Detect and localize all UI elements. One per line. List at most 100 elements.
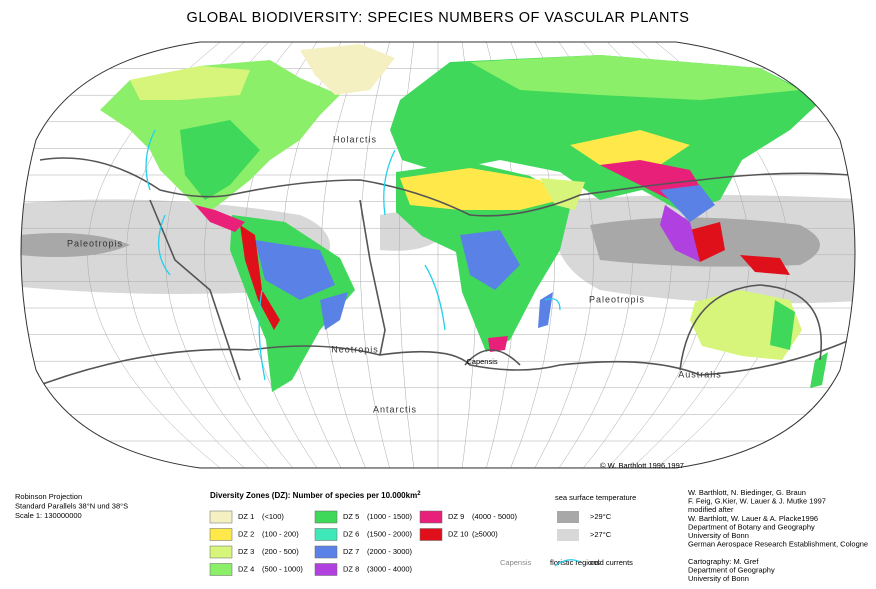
credit-line: Cartography: M. Gref xyxy=(688,557,759,566)
cold-currents xyxy=(145,129,561,381)
current-arrow xyxy=(544,298,561,311)
borneo xyxy=(690,222,725,262)
zone-swatch xyxy=(314,563,338,576)
current-arrow xyxy=(157,214,171,276)
zone-label: DZ 3 xyxy=(238,547,254,556)
central-america xyxy=(195,205,245,232)
zone-swatch xyxy=(209,510,233,524)
legend-title: Diversity Zones (DZ): Number of species … xyxy=(210,491,421,501)
credit-line: Department of Geography xyxy=(688,565,775,574)
boundary-line xyxy=(679,284,822,371)
current-arrow xyxy=(424,264,446,331)
region-label: Holarctis xyxy=(333,134,377,144)
copyright: © W. Barthlott 1996,1997 xyxy=(600,461,684,470)
greenland xyxy=(300,44,395,95)
zone-label: DZ 6 xyxy=(343,529,359,538)
credit-line: F. Feig, G.Kier, W. Lauer & J. Mutke 199… xyxy=(688,497,826,506)
boundary-line xyxy=(149,199,241,381)
zone-range: (2000 - 3000) xyxy=(367,547,413,556)
current-legend-icon xyxy=(554,559,581,567)
current-arrow xyxy=(145,129,156,191)
cape xyxy=(488,336,508,352)
zone-range: (≥5000) xyxy=(472,529,498,538)
sst-swatch xyxy=(557,511,579,523)
zone-swatch xyxy=(209,545,233,559)
indochina xyxy=(660,185,715,222)
credit-line: Department of Botany and Geography xyxy=(688,522,815,531)
zone-label: DZ 7 xyxy=(343,547,359,556)
region-label: Neotropis xyxy=(331,344,379,354)
map-title: GLOBAL BIODIVERSITY: SPECIES NUMBERS OF … xyxy=(187,10,690,26)
current-arrow xyxy=(258,289,266,381)
arabia xyxy=(540,178,585,210)
zone-range: (4000 - 5000) xyxy=(472,512,518,521)
map-body xyxy=(21,42,855,468)
region-labels: Holarctis Paleotropis Neotropis Capensis Pal… xyxy=(67,134,722,414)
new-zealand xyxy=(810,352,828,388)
zone-label: DZ 8 xyxy=(343,564,359,573)
region-label: Australis xyxy=(678,369,722,379)
current-arrow xyxy=(383,149,396,216)
boundary-line xyxy=(359,199,386,356)
arctic-north-america xyxy=(130,66,250,100)
boundary-line xyxy=(464,349,521,366)
projection-line: Scale 1: 130000000 xyxy=(15,511,82,520)
new-guinea xyxy=(740,255,790,275)
sst-label: >29°C xyxy=(590,512,612,521)
boundary-line xyxy=(39,339,851,386)
sahara xyxy=(400,168,560,210)
zone-swatch xyxy=(314,545,338,559)
region-label: Paleotropis xyxy=(589,294,645,304)
region-label: Paleotropis xyxy=(67,238,123,248)
legend: Diversity Zones (DZ): Number of species … xyxy=(209,491,636,576)
credit-line: German Aerospace Research Establishment,… xyxy=(688,540,868,549)
credit-line: University of Bonn xyxy=(688,531,749,540)
zone-label: DZ 9 xyxy=(448,512,464,521)
boundary-line xyxy=(39,157,851,217)
region-label: Capensis xyxy=(466,357,498,366)
projection-line: Robinson Projection xyxy=(15,492,82,501)
zone-swatch xyxy=(209,528,233,541)
zone-range: (<100) xyxy=(262,512,284,521)
zone-label: DZ 4 xyxy=(238,564,254,573)
central-asia-desert xyxy=(570,130,690,165)
legend-title-text: Diversity Zones (DZ): Number of species … xyxy=(210,491,417,500)
sst-label: >27°C xyxy=(590,530,612,539)
zone-label: DZ 10 xyxy=(448,529,468,538)
zone-swatch xyxy=(314,528,338,541)
amazonia xyxy=(255,240,335,300)
floristic-example: Capensis xyxy=(500,558,532,567)
zone-range: (1500 - 2000) xyxy=(367,529,413,538)
legend-title-sup: 2 xyxy=(417,491,421,497)
floristic-boundaries xyxy=(39,157,851,386)
zone-label: DZ 5 xyxy=(343,512,359,521)
region-label: Antarctis xyxy=(373,404,417,414)
madagascar xyxy=(538,292,553,328)
sst-band xyxy=(21,232,130,258)
zone-swatch xyxy=(419,510,443,524)
sst-title: sea surface temperature xyxy=(555,493,636,502)
siberia xyxy=(470,55,800,100)
credit-line: University of Bonn xyxy=(688,574,749,583)
malaysia xyxy=(660,205,700,262)
zone-swatch xyxy=(419,528,443,541)
zone-swatch xyxy=(209,563,233,576)
currents-label: cold currents xyxy=(590,558,633,567)
zone-range: (100 - 200) xyxy=(262,529,299,538)
floristic-label: floristic regions xyxy=(550,558,600,567)
credit-line: W. Barthlott, W. Lauer & A. Placke1996 xyxy=(688,514,818,523)
map-frame xyxy=(20,41,856,469)
credit-line: modified after xyxy=(688,505,734,514)
zone-range: (500 - 1000) xyxy=(262,564,303,573)
zone-range: (1000 - 1500) xyxy=(367,512,413,521)
congo xyxy=(460,230,520,290)
zone-label: DZ 1 xyxy=(238,512,254,521)
zone-range: (3000 - 4000) xyxy=(367,564,413,573)
atlantic-forest xyxy=(320,292,348,330)
projection-line: Standard Parallels 38°N und 38°S xyxy=(15,501,128,510)
andes xyxy=(240,225,280,330)
credit-line: W. Barthlott, N. Biedinger, G. Braun xyxy=(688,488,806,497)
zone-range: (200 - 500) xyxy=(262,547,299,556)
east-australia xyxy=(770,300,795,350)
